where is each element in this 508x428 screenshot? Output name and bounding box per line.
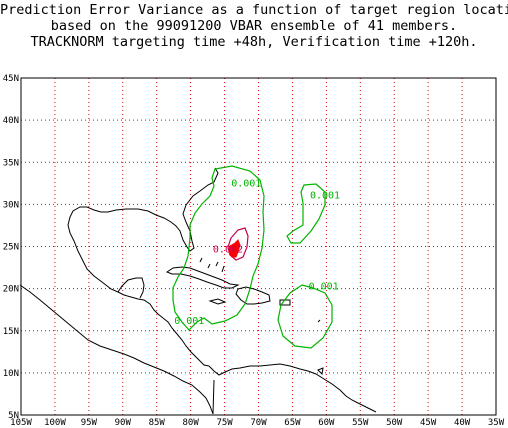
title-line-2: based on the 99091200 VBAR ensemble of 4… <box>50 18 458 34</box>
longitude-tick-labels: 105W 100W 95W 90W 85W 80W 75W 70W 65W 60W 55W 50W 45… <box>10 418 505 428</box>
coastlines <box>19 167 377 415</box>
contour-labels: 0.001 0.001 0.001 0.001 0.002 <box>174 179 340 327</box>
longitude-tick-label: 75W <box>216 418 233 428</box>
latitude-tick-label: 15N <box>3 327 19 337</box>
longitude-tick-label: 100W <box>44 418 66 428</box>
longitude-tick-label: 85W <box>149 418 166 428</box>
latitude-tick-labels: 5N 10N 15N 20N 25N 30N 35N 40N 45N <box>3 74 19 421</box>
variance-maximum-marker <box>228 239 241 258</box>
longitude-tick-label: 90W <box>115 418 132 428</box>
contour-value-label: 0.001 <box>231 179 261 190</box>
variance-contours <box>172 165 333 349</box>
longitude-tick-label: 70W <box>250 418 267 428</box>
latitude-tick-label: 35N <box>3 158 19 168</box>
longitude-tick-label: 50W <box>386 418 403 428</box>
latitude-tick-label: 5N <box>8 411 19 421</box>
contour-value-label: 0.002 <box>213 244 243 255</box>
contour-value-label: 0.001 <box>309 281 339 292</box>
contour-value-label: 0.001 <box>310 190 340 201</box>
longitude-tick-label: 60W <box>318 418 335 428</box>
latitude-tick-label: 20N <box>3 285 19 295</box>
longitude-tick-label: 65W <box>284 418 301 428</box>
longitude-tick-label: 35W <box>488 418 505 428</box>
latitude-tick-label: 40N <box>3 116 19 126</box>
latitude-tick-label: 25N <box>3 243 19 253</box>
latitude-tick-label: 45N <box>3 74 19 84</box>
grid-lines <box>21 78 496 415</box>
longitude-tick-label: 105W <box>10 418 32 428</box>
longitude-tick-label: 80W <box>183 418 200 428</box>
longitude-tick-label: 45W <box>420 418 437 428</box>
longitude-tick-label: 95W <box>81 418 98 428</box>
longitude-tick-label: 40W <box>454 418 471 428</box>
title-line-1: Prediction Error Variance as a function … <box>0 2 508 18</box>
longitude-tick-label: 55W <box>352 418 369 428</box>
latitude-tick-label: 10N <box>3 369 19 379</box>
title-line-3: TRACKNORM targeting time +48h, Verificat… <box>30 34 478 50</box>
contour-value-label: 0.001 <box>174 316 204 327</box>
latitude-tick-label: 30N <box>3 200 19 210</box>
plot-frame <box>20 77 497 416</box>
